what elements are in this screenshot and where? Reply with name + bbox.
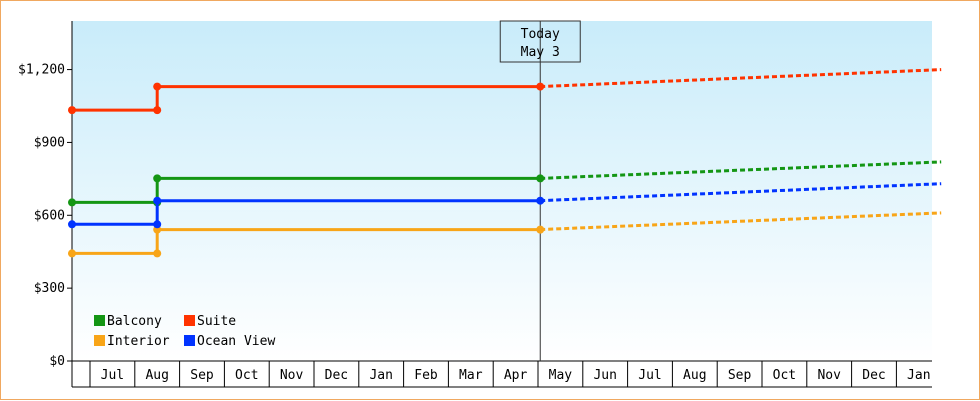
today-date-label: May 3 <box>521 45 560 60</box>
plot-area <box>72 21 932 361</box>
data-point-suite <box>153 82 162 91</box>
x-tick-label: Sep <box>190 368 214 383</box>
series-line-interior <box>72 228 541 255</box>
x-tick-label: Aug <box>145 368 168 383</box>
data-point-interior <box>153 249 162 258</box>
x-tick-label: Dec <box>862 368 885 383</box>
legend-label-ocean-view: Ocean View <box>197 334 275 349</box>
x-tick-label: Jan <box>907 368 930 383</box>
data-point-interior <box>536 225 545 234</box>
data-point-balcony <box>68 198 76 207</box>
y-tick-label: $300 <box>34 281 65 296</box>
today-box <box>499 20 581 63</box>
legend-swatch-suite <box>184 315 195 326</box>
x-tick-label: Jul <box>101 368 124 383</box>
y-axis: $0 $300 $600 $900 $1,200 <box>18 21 73 387</box>
x-tick-label: Sep <box>728 368 752 383</box>
forecast-line-ocean-view <box>540 182 942 203</box>
x-tick-label: Feb <box>414 368 438 383</box>
series-line-balcony <box>72 176 541 204</box>
x-tick-label: Oct <box>773 368 796 383</box>
y-tick-label: $600 <box>34 208 65 223</box>
data-point-interior <box>68 249 76 258</box>
data-point-suite <box>536 82 545 91</box>
x-tick-label: Dec <box>325 368 348 383</box>
x-tick-label: Nov <box>280 368 304 383</box>
x-tick-label: Jun <box>593 368 616 383</box>
x-tick-label: May <box>549 368 573 383</box>
data-point-ocean-view <box>68 220 76 229</box>
series-line-suite <box>72 85 541 112</box>
x-tick-label: Mar <box>459 368 483 383</box>
today-marker: Today May 3 <box>499 20 581 361</box>
data-point-balcony <box>536 174 545 183</box>
x-tick-label: Oct <box>235 368 258 383</box>
x-tick-label: Aug <box>683 368 706 383</box>
forecast-line-interior <box>540 211 942 232</box>
y-tick-label: $900 <box>34 135 65 150</box>
series-line-ocean-view <box>72 199 541 226</box>
legend-label-balcony: Balcony <box>107 314 162 329</box>
data-point-ocean-view <box>153 220 162 229</box>
forecast-line-balcony <box>540 160 942 180</box>
data-point-ocean-view <box>153 196 162 205</box>
legend-swatch-ocean-view <box>184 335 195 346</box>
forecast-line-suite <box>540 68 942 89</box>
data-point-balcony <box>153 174 162 183</box>
legend-label-suite: Suite <box>197 314 236 329</box>
data-point-suite <box>153 106 162 115</box>
x-tick-label: Jul <box>638 368 661 383</box>
y-tick-label: $1,200 <box>18 63 65 78</box>
x-tick-label: Nov <box>817 368 841 383</box>
data-point-ocean-view <box>536 196 545 205</box>
series-lines <box>68 68 942 258</box>
x-tick-label: Apr <box>504 368 528 383</box>
legend-swatch-balcony <box>94 315 105 326</box>
y-tick-label: $0 <box>49 354 65 369</box>
x-tick-label: Jan <box>369 368 392 383</box>
legend: Balcony Suite Interior Ocean View <box>94 314 275 349</box>
data-point-suite <box>68 106 76 115</box>
x-axis: Jul Aug Sep Oct Nov Dec Jan Feb Mar Apr May Jun Jul A… <box>72 360 932 388</box>
legend-swatch-interior <box>94 335 105 346</box>
today-label: Today <box>521 27 560 42</box>
legend-label-interior: Interior <box>107 334 170 349</box>
